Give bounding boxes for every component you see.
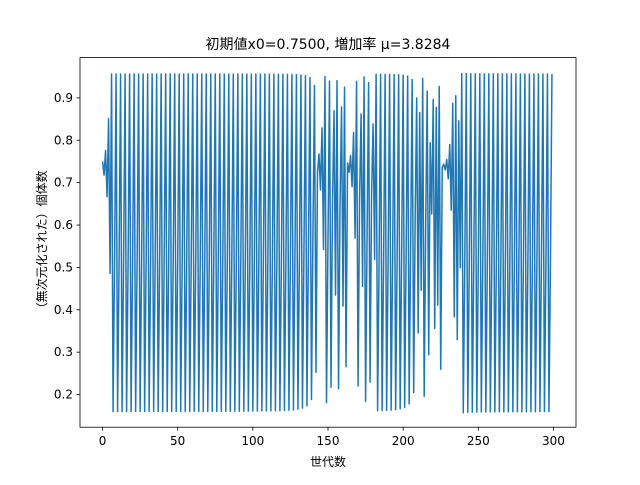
- y-tick-label: 0.8: [54, 133, 73, 147]
- x-tick-label: 100: [241, 434, 264, 448]
- y-axis-label: （無次元化された）個体数: [34, 170, 49, 314]
- x-tick-label: 0: [99, 434, 107, 448]
- x-tick-label: 300: [542, 434, 565, 448]
- x-tick-label: 200: [392, 434, 415, 448]
- y-tick-label: 0.7: [54, 176, 73, 190]
- y-tick-label: 0.3: [54, 345, 73, 359]
- y-tick-label: 0.4: [54, 303, 73, 317]
- y-tick-label: 0.6: [54, 218, 73, 232]
- y-tick-label: 0.5: [54, 260, 73, 274]
- y-tick-label: 0.9: [54, 91, 73, 105]
- x-tick-label: 150: [317, 434, 340, 448]
- y-axis: 0.2 0.3 0.4 0.5 0.6 0.7 0.8 0.9: [54, 91, 80, 402]
- series-group: [101, 72, 553, 414]
- x-tick-label: 250: [467, 434, 490, 448]
- x-axis-label: 世代数: [310, 454, 346, 469]
- chart-title: 初期値x0=0.7500, 増加率 μ=3.8284: [206, 36, 451, 53]
- x-axis: 0 50 100 150 200 250 300: [99, 427, 565, 448]
- y-tick-label: 0.2: [54, 388, 73, 402]
- series-line: [101, 72, 553, 414]
- x-tick-label: 50: [170, 434, 185, 448]
